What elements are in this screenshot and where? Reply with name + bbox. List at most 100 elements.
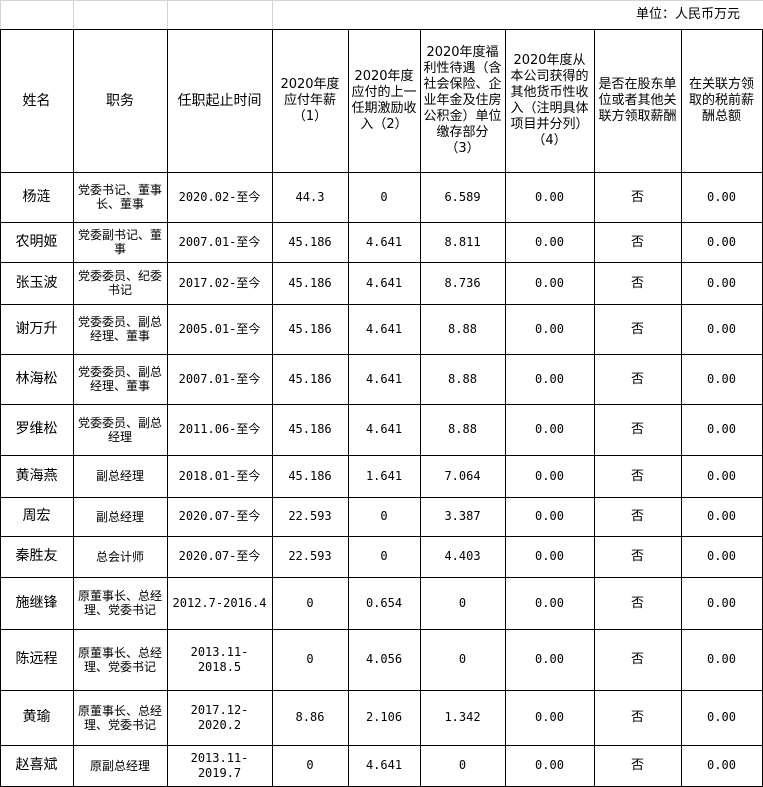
grid-line [0, 629, 763, 630]
table-cell: 0.00 [707, 652, 736, 666]
table-cell: 否 [630, 189, 644, 205]
table-cell: 4.641 [365, 422, 403, 436]
table-cell: 2007.01-至今 [178, 371, 261, 386]
table-cell: 原董事长、总经理、党委书记 [77, 589, 162, 617]
table-cell: 2020.07-至今 [178, 509, 261, 523]
column-header: 2020年度福利性待遇（含社会保险、企业年金及住房公积金）单位缴存部分（3） [423, 44, 502, 156]
column-header: 2020年度应付年薪（1） [280, 76, 340, 124]
table-cell: 0.00 [535, 758, 564, 772]
name-cell: 杨涟 [22, 188, 51, 205]
grid-line [0, 0, 1, 29]
table-cell: 原副总经理 [89, 758, 150, 773]
table-cell: 0 [306, 758, 314, 772]
table-cell: 否 [630, 549, 644, 564]
table-cell: 2007.01-至今 [178, 234, 261, 249]
grid-line [0, 404, 763, 405]
table-cell: 2017.02-至今 [178, 275, 261, 290]
grid-line [0, 497, 763, 498]
grid-line [594, 29, 595, 787]
grid-line [73, 0, 74, 29]
table-cell: 2012.7-2016.4 [172, 595, 267, 610]
table-cell: 0 [306, 652, 314, 666]
name-cell: 陈远程 [15, 651, 58, 667]
table-cell: 0.00 [535, 275, 564, 290]
table-cell: 否 [630, 422, 644, 437]
grid-line [0, 222, 763, 223]
grid-line [167, 29, 168, 787]
table-cell: 党委委员、纪委书记 [77, 269, 162, 297]
table-cell: 0.00 [707, 321, 736, 336]
name-cell: 林海松 [15, 370, 58, 387]
table-cell: 4.641 [365, 758, 403, 772]
table-cell: 6.589 [444, 189, 481, 204]
table-cell: 2020.02-至今 [178, 189, 261, 204]
table-cell: 否 [630, 371, 644, 387]
table-cell: 2011.06-至今 [178, 422, 261, 436]
table-cell: 0.00 [707, 189, 736, 204]
table-cell: 1.641 [365, 468, 403, 483]
table-cell: 0 [380, 509, 388, 523]
table-cell: 0 [380, 549, 388, 563]
grid-line [348, 29, 349, 787]
table-cell: 否 [630, 595, 644, 611]
grid-line [167, 0, 168, 29]
table-cell: 4.641 [365, 321, 403, 336]
table-cell: 党委委员、副总经理、董事 [77, 365, 162, 393]
table-cell: 2017.12-2020.2 [190, 702, 249, 732]
grid-line [73, 29, 74, 787]
table-cell: 8.88 [448, 422, 477, 436]
grid-line [272, 29, 273, 787]
unit-label: 单位：人民币万元 [635, 7, 740, 22]
table-cell: 0.00 [707, 234, 736, 249]
table-cell: 45.186 [288, 371, 332, 386]
table-cell: 8.88 [448, 371, 477, 386]
table-cell: 2.106 [365, 710, 403, 724]
grid-line [0, 745, 763, 746]
table-cell: 党委书记、董事长、董事 [77, 183, 162, 211]
grid-line [0, 455, 763, 456]
table-cell: 否 [630, 710, 644, 725]
name-cell: 赵喜斌 [15, 757, 58, 773]
table-cell: 总会计师 [95, 549, 144, 564]
table-cell: 8.86 [295, 710, 325, 724]
name-cell: 黄瑜 [22, 709, 51, 725]
table-cell: 否 [630, 652, 644, 667]
table-cell: 0.00 [707, 422, 736, 436]
table-cell: 0.00 [535, 371, 564, 386]
grid-line [0, 172, 763, 173]
grid-line [0, 536, 763, 537]
table-cell: 0.00 [707, 509, 736, 523]
table-cell: 8.736 [444, 275, 481, 290]
table-cell: 0.00 [535, 468, 564, 483]
table-cell: 0.00 [707, 710, 736, 724]
table-cell: 0.00 [535, 189, 564, 204]
table-cell: 4.403 [444, 549, 481, 563]
table-cell: 45.186 [288, 468, 332, 483]
table-cell: 副总经理 [95, 509, 144, 524]
name-cell: 谢万升 [15, 320, 58, 337]
table-cell: 否 [630, 758, 644, 773]
table-cell: 0 [458, 595, 467, 610]
table-cell: 4.641 [365, 371, 403, 386]
table-cell: 2013.11-2019.7 [190, 750, 249, 780]
name-cell: 周宏 [22, 508, 51, 524]
column-header: 在关联方领取的税前薪酬总额 [688, 76, 754, 124]
table-cell: 2020.07-至今 [178, 549, 261, 563]
table-cell: 否 [630, 468, 644, 484]
table-cell: 3.387 [444, 509, 481, 523]
table-cell: 22.593 [288, 509, 332, 523]
table-cell: 0.654 [365, 595, 403, 610]
table-cell: 0.00 [535, 234, 564, 249]
name-cell: 黄海燕 [15, 467, 58, 484]
column-header: 2020年度应付的上一任期激励收入（2） [351, 68, 417, 132]
table-cell: 45.186 [288, 321, 332, 336]
table-cell: 0.00 [535, 422, 564, 436]
table-cell: 4.056 [365, 652, 403, 666]
table-cell: 0.00 [707, 468, 736, 483]
table-cell: 1.342 [444, 710, 481, 724]
table-cell: 0 [458, 758, 467, 772]
table-cell: 否 [630, 234, 644, 250]
grid-line [0, 262, 763, 263]
name-cell: 农明姬 [15, 233, 58, 250]
